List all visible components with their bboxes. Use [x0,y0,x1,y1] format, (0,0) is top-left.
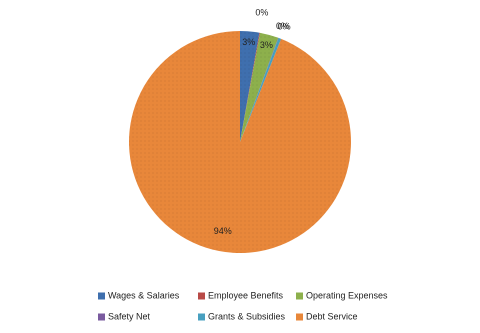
legend-label: Debt Service [306,311,358,321]
legend-marker [98,292,105,300]
data-label: 94% [214,226,232,236]
data-label: 0% [255,7,268,17]
legend-label: Employee Benefits [208,290,284,300]
legend-marker [296,292,303,300]
legend-label: Safety Net [108,311,151,321]
legend: Wages & Salaries Employee Benefits Operati… [98,290,388,321]
data-label: 0% [276,21,289,31]
slice-texture [240,31,260,142]
slice-texture [240,32,261,142]
slice-texture [240,37,282,142]
slice-texture [240,32,279,142]
legend-marker [198,292,205,300]
legend-label: Operating Expenses [306,290,388,300]
legend-marker [98,313,105,321]
slice-texture [128,31,351,253]
data-label: 3% [242,37,255,47]
data-label: 3% [260,40,273,50]
legend-marker [198,313,205,321]
data-label: 0% [278,22,291,32]
legend-marker [296,313,303,321]
pie: 3%0%3%0%0%94% [128,7,351,253]
legend-label: Grants & Subsidies [208,311,286,321]
slice-texture [240,37,279,142]
legend-label: Wages & Salaries [108,290,180,300]
